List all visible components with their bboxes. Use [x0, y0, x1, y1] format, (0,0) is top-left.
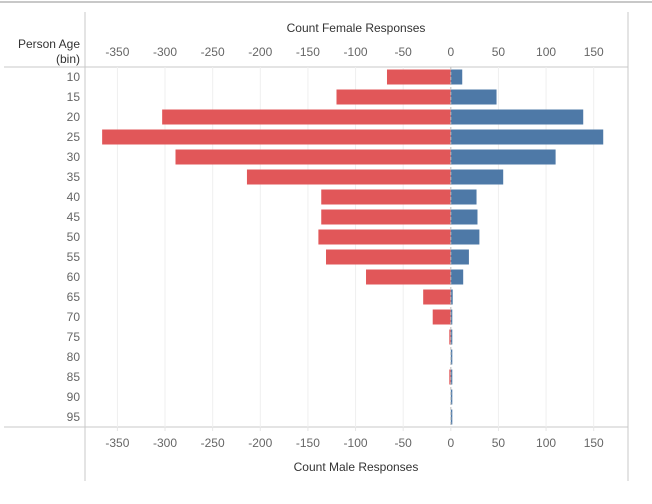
row-header-line2: (bin) — [56, 52, 80, 66]
female-bar[interactable] — [162, 109, 451, 125]
row-label: 70 — [67, 310, 81, 324]
female-bar[interactable] — [336, 89, 451, 105]
row-label: 55 — [67, 250, 81, 264]
female-bar[interactable] — [366, 269, 451, 285]
bottom-tick-label: 150 — [584, 436, 604, 450]
top-tick-label: -100 — [344, 45, 368, 59]
female-bar[interactable] — [386, 69, 451, 85]
top-tick-label: -300 — [153, 45, 177, 59]
male-bar[interactable] — [450, 129, 604, 145]
top-tick-label: 0 — [447, 45, 454, 59]
male-bar[interactable] — [450, 349, 453, 365]
row-label: 25 — [67, 130, 81, 144]
row-label: 35 — [67, 170, 81, 184]
bottom-axis-title: Count Male Responses — [294, 460, 419, 474]
top-axis-ticks: -350 -300 -250 -200 -150 -100 -50 0 50 100 150 — [105, 45, 604, 59]
bottom-tick-label: 0 — [447, 436, 454, 450]
female-bar[interactable] — [175, 149, 451, 165]
male-bar[interactable] — [450, 409, 453, 425]
male-bar[interactable] — [450, 149, 556, 165]
bottom-tick-label: 50 — [492, 436, 506, 450]
top-tick-label: -350 — [105, 45, 129, 59]
row-header-line1: Person Age — [18, 37, 80, 51]
male-bar[interactable] — [450, 109, 584, 125]
row-label: 20 — [67, 110, 81, 124]
female-bar[interactable] — [102, 129, 451, 145]
row-label: 10 — [67, 70, 81, 84]
row-label: 75 — [67, 330, 81, 344]
male-bar[interactable] — [450, 269, 464, 285]
top-tick-label: -200 — [248, 45, 272, 59]
bottom-tick-label: -250 — [201, 436, 225, 450]
male-bar[interactable] — [450, 209, 478, 225]
male-bar[interactable] — [450, 169, 504, 185]
row-label: 80 — [67, 350, 81, 364]
female-bar[interactable] — [423, 289, 451, 305]
bottom-tick-label: -50 — [395, 436, 413, 450]
male-bar[interactable] — [450, 289, 453, 305]
bottom-tick-label: -150 — [296, 436, 320, 450]
bottom-tick-label: -350 — [105, 436, 129, 450]
row-label: 90 — [67, 390, 81, 404]
row-label: 60 — [67, 270, 81, 284]
bottom-axis-ticks: -350 -300 -250 -200 -150 -100 -50 0 50 100 150 — [105, 436, 604, 450]
bottom-tick-label: -100 — [344, 436, 368, 450]
male-bar[interactable] — [450, 69, 463, 85]
row-label: 65 — [67, 290, 81, 304]
male-bar[interactable] — [450, 389, 453, 405]
gridlines — [116, 67, 595, 431]
bottom-tick-label: 100 — [536, 436, 556, 450]
top-tick-label: 150 — [584, 45, 604, 59]
female-bar[interactable] — [449, 329, 451, 345]
top-tick-label: -250 — [201, 45, 225, 59]
female-bar[interactable] — [449, 369, 451, 385]
chart-frame — [0, 1, 652, 481]
top-axis-title: Count Female Responses — [287, 21, 426, 35]
bottom-tick-label: -200 — [248, 436, 272, 450]
male-bar[interactable] — [450, 369, 453, 385]
male-bar[interactable] — [450, 89, 497, 105]
top-tick-label: -150 — [296, 45, 320, 59]
row-labels: 10 15 20 25 30 35 40 45 50 55 60 65 70 75 80 85 90 95 — [67, 70, 81, 424]
row-label: 30 — [67, 150, 81, 164]
male-bar[interactable] — [450, 309, 453, 325]
row-label: 15 — [67, 90, 81, 104]
female-bar[interactable] — [246, 169, 451, 185]
top-tick-label: 100 — [536, 45, 556, 59]
female-bar[interactable] — [326, 249, 451, 265]
row-label: 45 — [67, 210, 81, 224]
top-tick-label: 50 — [492, 45, 506, 59]
female-bar[interactable] — [321, 209, 451, 225]
male-bar[interactable] — [450, 229, 480, 245]
male-bar[interactable] — [450, 249, 469, 265]
bars — [102, 69, 604, 425]
female-bar[interactable] — [318, 229, 451, 245]
bottom-tick-label: -300 — [153, 436, 177, 450]
row-label: 40 — [67, 190, 81, 204]
row-label: 50 — [67, 230, 81, 244]
row-label: 85 — [67, 370, 81, 384]
female-bar[interactable] — [432, 309, 451, 325]
row-label: 95 — [67, 410, 81, 424]
female-bar[interactable] — [321, 189, 451, 205]
top-tick-label: -50 — [395, 45, 413, 59]
male-bar[interactable] — [450, 189, 477, 205]
male-bar[interactable] — [450, 329, 453, 345]
